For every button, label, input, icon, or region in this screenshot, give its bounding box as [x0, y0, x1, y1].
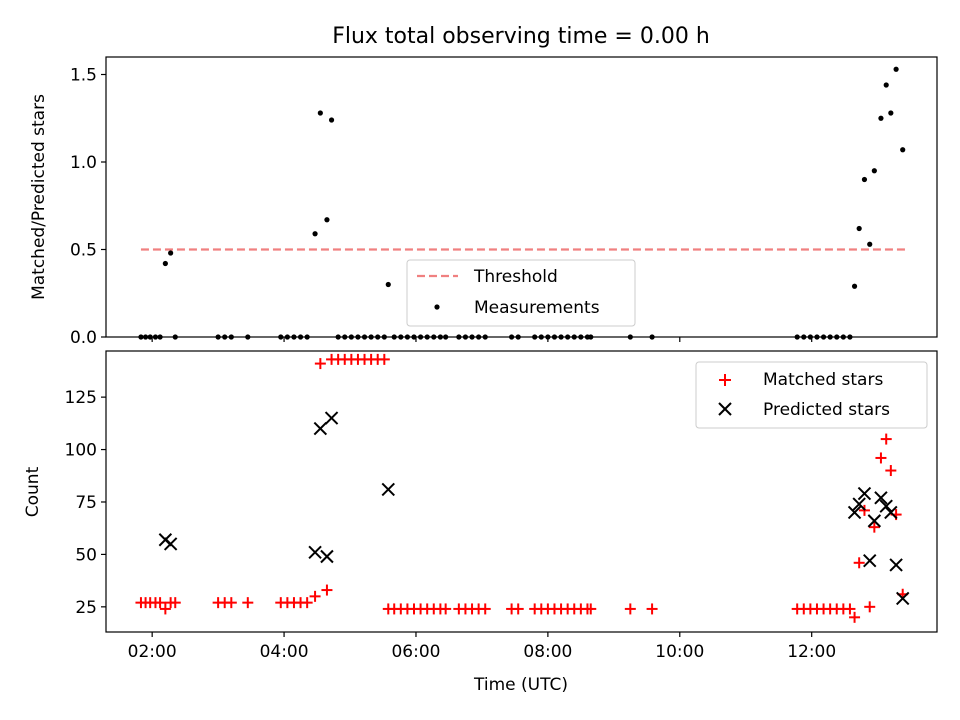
measurement-point [856, 225, 862, 232]
matched-star-point [585, 603, 597, 615]
matched-star-point [624, 603, 636, 615]
top-y-tick-label: 0.5 [70, 241, 97, 261]
measurement-point [312, 231, 318, 237]
legend-threshold-label: Threshold [473, 267, 558, 287]
predicted-star-point [889, 558, 903, 572]
matched-star-point [321, 584, 333, 596]
legend-measurements-label: Measurements [474, 298, 600, 318]
bottom-y-axis-label: Count [23, 466, 43, 517]
measurement-point [878, 115, 884, 121]
bottom-legend: Matched stars Predicted stars [695, 361, 928, 429]
measurement-point [385, 281, 391, 288]
top-y-axis-label: Matched/Predicted stars [29, 94, 49, 300]
predicted-star-point [308, 545, 322, 560]
measurement-point [168, 250, 174, 256]
bottom-plot-marks [135, 353, 910, 623]
measurement-point [867, 241, 873, 247]
measurement-point [317, 110, 323, 116]
top-y-tick-label: 1.5 [70, 66, 97, 86]
predicted-star-point [163, 537, 178, 551]
matched-star-point [844, 603, 856, 615]
top-x-ticks [151, 337, 813, 342]
bottom-x-tick-label: 10:00 [655, 642, 704, 662]
matched-star-point [440, 603, 452, 615]
measurement-point [324, 217, 330, 223]
legend-predicted-label: Predicted stars [763, 400, 890, 420]
measurement-point [871, 168, 877, 174]
top-panel: 0.0 0.5 1.0 1.5 Matched/Predicted stars Thr… [29, 56, 938, 348]
top-legend-frame [406, 259, 636, 327]
predicted-star-point [320, 549, 334, 564]
predicted-star-point [381, 482, 395, 497]
matched-star-point [512, 603, 524, 615]
bottom-x-ticks: 02:00 04:00 06:00 08:00 10:00 12:00 [128, 632, 836, 662]
measurement-point [883, 82, 889, 88]
matched-star-point [880, 433, 892, 445]
bottom-x-tick-label: 04:00 [260, 642, 309, 662]
legend-measurements-swatch [434, 304, 440, 310]
predicted-star-point [863, 553, 877, 568]
matched-star-point [169, 597, 181, 609]
bottom-y-tick-label: 50 [75, 545, 97, 565]
matched-star-point [864, 601, 876, 613]
predicted-star-point [879, 499, 893, 513]
measurement-point [162, 260, 168, 267]
matched-star-point [242, 597, 254, 609]
predicted-star-point [867, 514, 882, 528]
measurement-point [851, 283, 858, 289]
bottom-x-tick-label: 02:00 [128, 642, 177, 662]
measurement-point [888, 110, 894, 116]
bottom-x-tick-label: 08:00 [523, 642, 572, 662]
predicted-star-point [884, 505, 898, 520]
bottom-legend-frame [695, 361, 928, 429]
matched-star-point [314, 358, 326, 370]
matched-star-point [154, 597, 166, 609]
bottom-y-tick-label: 125 [65, 388, 97, 408]
predicted-star-point [847, 505, 862, 520]
predicted-star-point [895, 591, 910, 606]
top-y-tick-label: 0.0 [70, 328, 97, 348]
measurement-point [893, 66, 899, 72]
bottom-x-axis-label: Time (UTC) [473, 675, 568, 695]
bottom-y-ticks: 25 50 75 100 125 [65, 388, 106, 618]
matched-star-point [868, 521, 880, 533]
matched-star-point [479, 603, 491, 615]
matched-star-point [853, 557, 865, 569]
legend-matched-label: Matched stars [763, 370, 883, 390]
bottom-panel: 25 50 75 100 125 02:00 04:00 06:00 08:00 10:00 12… [23, 350, 938, 695]
bottom-y-tick-label: 100 [65, 441, 97, 461]
measurement-point [861, 176, 868, 183]
predicted-star-point [313, 421, 328, 436]
predicted-star-point [874, 491, 888, 505]
matched-star-point [301, 597, 313, 609]
bottom-x-tick-label: 12:00 [787, 642, 836, 662]
predicted-star-point [857, 486, 872, 501]
bottom-y-tick-label: 75 [75, 493, 97, 513]
top-legend: Threshold Measurements [406, 259, 636, 327]
matched-star-point [225, 597, 237, 609]
predicted-star-point [852, 497, 866, 511]
top-y-ticks: 0.0 0.5 1.0 1.5 [70, 66, 106, 348]
measurement-point [328, 117, 335, 123]
matched-star-point [885, 465, 897, 477]
figure-title: Flux total observing time = 0.00 h [332, 24, 710, 49]
matched-star-point [309, 590, 321, 602]
top-axes-frame [105, 56, 938, 338]
top-y-tick-label: 1.0 [70, 153, 97, 173]
predicted-star-point [324, 411, 339, 425]
matched-star-point [646, 603, 658, 615]
legend-predicted-swatch [718, 402, 732, 416]
matched-star-point [849, 611, 861, 623]
matched-star-point [159, 603, 171, 615]
matched-star-point [875, 452, 887, 464]
measurement-point [900, 147, 906, 153]
bottom-x-tick-label: 06:00 [391, 642, 440, 662]
matched-star-point [378, 353, 390, 365]
bottom-y-tick-label: 25 [75, 598, 97, 618]
legend-matched-swatch [719, 374, 731, 386]
bottom-axes-frame [105, 350, 938, 633]
